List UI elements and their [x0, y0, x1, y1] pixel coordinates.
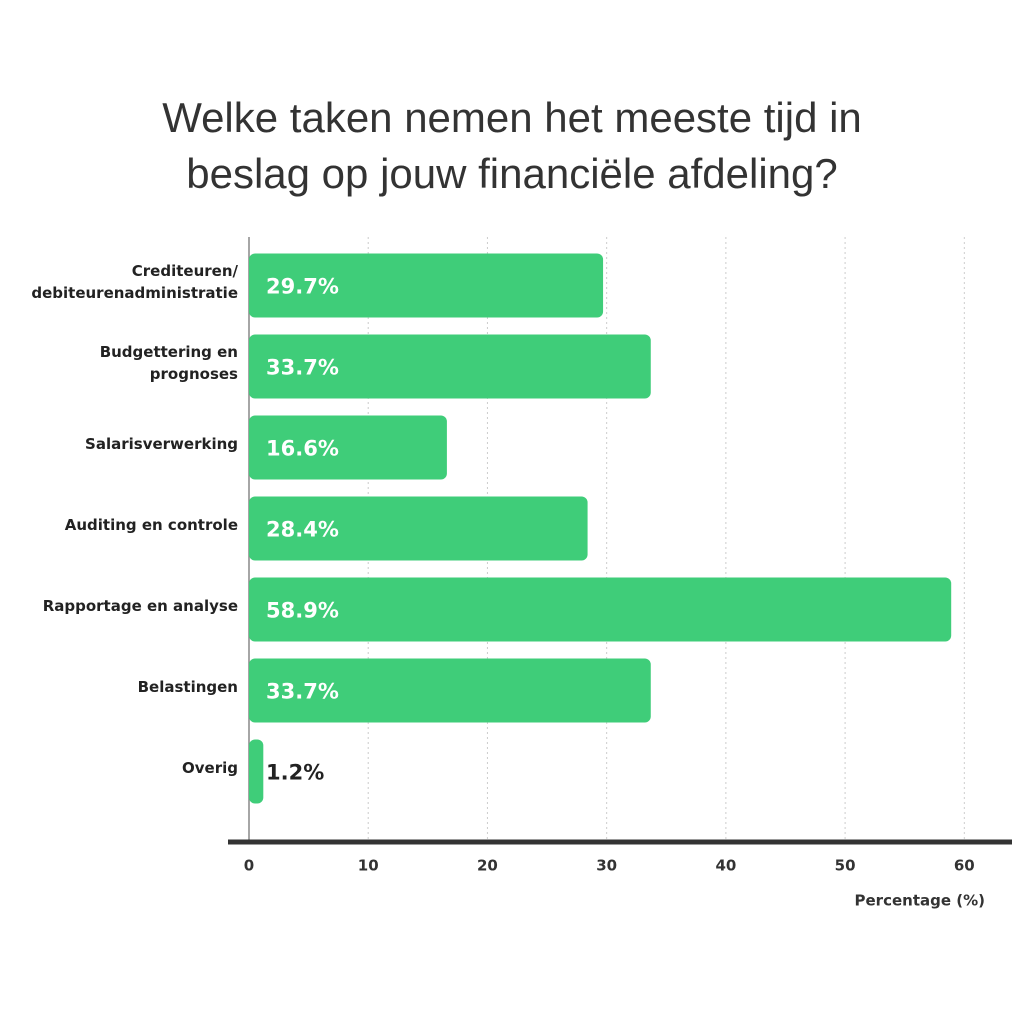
value-label: 1.2% [266, 761, 324, 785]
y-tick-label: Auditing en controle [64, 515, 238, 534]
x-axis-label: Percentage (%) [855, 892, 985, 910]
x-tick-label: 30 [596, 857, 617, 875]
x-tick-label: 50 [835, 857, 856, 875]
bar [249, 739, 264, 804]
y-tick-label: Overig [182, 758, 238, 777]
value-label: 29.7% [266, 275, 339, 299]
value-label: 33.7% [266, 356, 339, 380]
value-label: 33.7% [266, 680, 339, 704]
y-tick-label: Rapportage en analyse [42, 596, 238, 615]
x-tick-label: 60 [954, 857, 975, 875]
bar [249, 253, 604, 318]
x-tick-label: 10 [358, 857, 379, 875]
x-tick-label: 40 [715, 857, 736, 875]
value-label: 58.9% [266, 599, 339, 623]
bar [249, 496, 588, 561]
value-label: 28.4% [266, 518, 339, 542]
bar [249, 658, 651, 723]
x-tick-label: 20 [477, 857, 498, 875]
bar [249, 577, 952, 642]
y-tick-label: Budgettering en prognoses [99, 342, 238, 383]
y-tick-label: Crediteuren/ debiteurenadministratie [31, 261, 238, 302]
value-label: 16.6% [266, 437, 339, 461]
chart-title: Welke taken nemen het meeste tijd in bes… [162, 94, 862, 197]
y-tick-label: Belastingen [137, 677, 238, 696]
x-tick-label: 0 [244, 857, 254, 875]
y-tick-label: Salarisverwerking [85, 434, 238, 453]
bar [249, 415, 447, 480]
bar [249, 334, 651, 399]
